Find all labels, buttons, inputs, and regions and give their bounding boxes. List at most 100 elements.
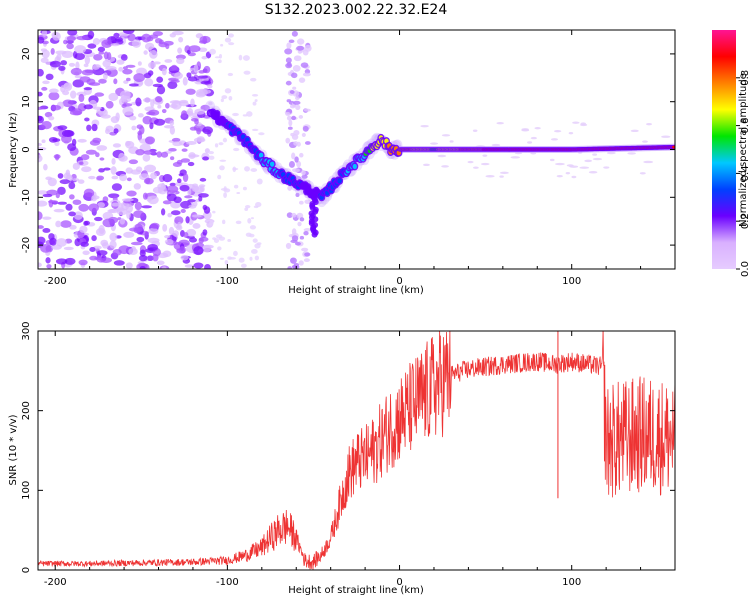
noise-blob	[214, 143, 219, 148]
noise-blob	[297, 38, 305, 45]
noise-blob	[162, 200, 172, 205]
noise-blob	[118, 67, 124, 72]
noise-blob	[187, 161, 195, 167]
noise-blob	[101, 242, 109, 249]
noise-blob	[214, 56, 221, 59]
noise-blob	[149, 122, 154, 130]
noise-blob	[291, 212, 297, 218]
noise-blob	[185, 88, 196, 95]
noise-blob	[422, 163, 430, 167]
noise-blob	[170, 79, 180, 83]
noise-blob	[156, 260, 165, 266]
noise-blob	[165, 43, 170, 50]
noise-blob	[661, 135, 671, 138]
noise-blob	[122, 103, 133, 107]
noise-blob	[63, 246, 74, 251]
noise-blob	[169, 103, 178, 109]
noise-blob	[549, 158, 555, 162]
noise-blob	[199, 185, 205, 193]
noise-blob	[167, 212, 173, 218]
noise-blob	[184, 264, 195, 268]
noise-blob	[83, 104, 93, 110]
colorbar-tick-label: 0.8	[740, 70, 750, 86]
noise-blob	[643, 160, 654, 164]
noise-blob	[84, 69, 95, 74]
noise-blob	[97, 46, 106, 53]
noise-blob	[642, 140, 648, 143]
noise-blob	[56, 238, 68, 247]
noise-blob	[98, 78, 107, 84]
noise-blob	[184, 195, 193, 199]
snr-y-tick-label: 200	[21, 401, 32, 420]
noise-blob	[194, 118, 199, 125]
noise-blob	[554, 162, 565, 166]
noise-blob	[137, 61, 142, 66]
noise-blob	[40, 243, 52, 253]
noise-blob	[89, 246, 96, 253]
noise-blob	[258, 132, 265, 136]
noise-blob	[78, 203, 89, 212]
noise-blob	[191, 214, 202, 218]
noise-blob	[176, 57, 185, 65]
noise-blob	[173, 196, 182, 204]
noise-blob	[298, 77, 306, 83]
noise-blob	[150, 172, 158, 180]
noise-blob	[99, 157, 105, 161]
noise-blob	[485, 175, 495, 178]
noise-blob	[171, 137, 181, 142]
noise-blob	[131, 39, 142, 48]
noise-blob	[152, 253, 159, 262]
noise-blob	[292, 168, 300, 173]
noise-blob	[179, 246, 186, 254]
noise-blob	[67, 30, 78, 36]
noise-blob	[130, 241, 143, 246]
noise-blob	[43, 163, 48, 171]
noise-blob	[81, 166, 92, 173]
noise-blob	[119, 218, 126, 225]
noise-blob	[577, 151, 583, 154]
noise-blob	[299, 217, 305, 222]
noise-blob	[103, 167, 111, 171]
noise-blob	[106, 68, 118, 77]
noise-blob	[41, 86, 48, 91]
noise-blob	[219, 165, 225, 171]
noise-blob	[227, 256, 232, 260]
noise-blob	[420, 124, 429, 128]
noise-blob	[588, 171, 598, 174]
noise-blob	[74, 75, 83, 79]
noise-blob	[170, 210, 181, 216]
noise-blob	[65, 169, 71, 177]
noise-blob	[178, 173, 185, 177]
noise-blob	[94, 92, 105, 97]
noise-blob	[285, 111, 291, 116]
noise-blob	[38, 211, 43, 221]
noise-blob	[96, 175, 105, 181]
noise-blob	[292, 86, 297, 90]
noise-blob	[202, 229, 208, 236]
noise-blob	[218, 59, 222, 64]
noise-blob	[157, 183, 167, 190]
noise-blob	[287, 266, 293, 269]
snr-x-tick-label: 0	[396, 577, 402, 588]
spectrogram-x-ticks: -200 -100 0 100	[44, 30, 676, 287]
colorbar-ticks: 0.0 0.2 0.4 0.6 0.8	[736, 70, 750, 277]
snr-y-tick-label: 0	[21, 567, 32, 573]
noise-blob	[187, 76, 198, 82]
noise-blob	[121, 198, 134, 202]
noise-blob	[284, 48, 293, 55]
noise-blob	[46, 264, 52, 269]
noise-blob	[243, 70, 251, 75]
noise-blob	[103, 51, 109, 60]
noise-blob	[220, 188, 228, 191]
spectrogram-x-tick-label: 100	[562, 276, 581, 287]
noise-blob	[109, 240, 117, 249]
noise-blob	[300, 62, 309, 68]
noise-blob	[188, 204, 197, 209]
colorbar-tick-label: 0.0	[740, 261, 750, 277]
ridge-core	[269, 161, 275, 167]
noise-blob	[79, 161, 84, 165]
noise-blob	[180, 255, 189, 261]
noise-blob	[565, 171, 571, 175]
spectrogram-y-tick-label: 0	[21, 146, 32, 152]
